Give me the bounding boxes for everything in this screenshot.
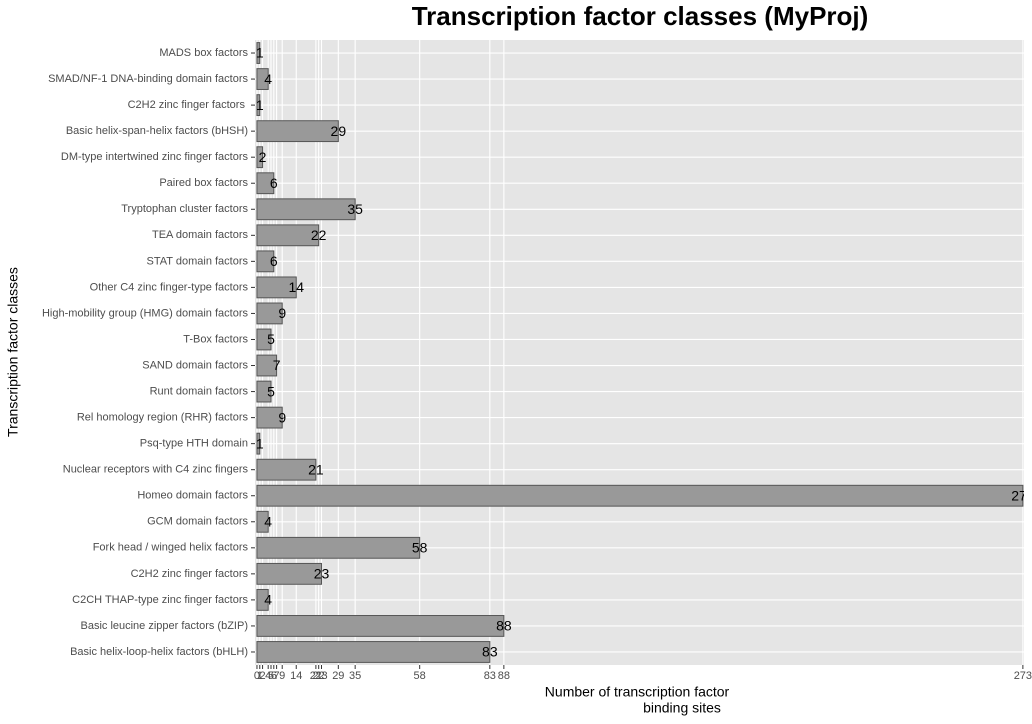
bar	[256, 354, 278, 377]
data-label: 83	[482, 644, 498, 660]
x-tick-label: 9	[279, 670, 285, 682]
bar	[256, 641, 491, 663]
y-tick-label: Nuclear receptors with C4 zinc fingers	[63, 464, 249, 476]
data-label: 1	[256, 435, 264, 451]
y-tick-label: Homeo domain factors	[137, 490, 248, 502]
data-label: 6	[270, 253, 278, 269]
y-tick-label: Basic helix-span-helix factors (bHSH)	[66, 125, 248, 137]
data-label: 29	[331, 123, 347, 139]
bar	[256, 94, 261, 117]
x-tick-label: 22	[313, 670, 325, 682]
x-tick-label: 88	[498, 670, 510, 682]
y-tick-label: Basic helix-loop-helix factors (bHLH)	[70, 646, 248, 658]
x-tick-label: 58	[414, 670, 426, 682]
data-label: 35	[347, 201, 363, 217]
bar	[256, 68, 269, 90]
y-tick-label: SMAD/NF-1 DNA-binding domain factors	[48, 73, 248, 85]
bar	[256, 198, 356, 221]
data-label: 9	[278, 305, 286, 321]
x-tick-label: 273	[1014, 670, 1032, 682]
y-tick-label: Paired box factors	[159, 177, 248, 189]
bar	[256, 302, 283, 325]
bar	[256, 172, 275, 195]
data-label: 4	[264, 513, 272, 529]
y-tick-label: GCM domain factors	[147, 516, 248, 528]
data-label: 9	[278, 409, 286, 425]
y-tick-label: C2CH THAP-type zinc finger factors	[72, 594, 248, 606]
x-tick-label: 29	[332, 670, 344, 682]
data-label: 5	[267, 331, 275, 347]
x-tick-label: 14	[290, 670, 302, 682]
y-axis-title: Transcription factor classes	[5, 267, 21, 437]
x-tick-label: 5	[268, 670, 274, 682]
y-tick-label: Fork head / winged helix factors	[93, 542, 249, 554]
bar	[256, 276, 297, 299]
y-tick-label: T-Box factors	[183, 333, 248, 345]
x-tick-label: 4	[265, 670, 271, 682]
data-label: 23	[314, 566, 330, 582]
bar	[256, 250, 275, 273]
bar	[256, 484, 1024, 507]
y-tick-label: STAT domain factors	[147, 255, 249, 267]
bar	[256, 432, 261, 455]
y-tick-label: C2H2 zinc finger factors	[128, 99, 248, 111]
y-tick-label: Basic leucine zipper factors (bZIP)	[80, 620, 248, 632]
bar	[256, 380, 272, 403]
data-label: 6	[270, 175, 278, 191]
y-tick-label: Other C4 zinc finger-type factors	[90, 281, 249, 293]
bar	[256, 328, 272, 351]
bar	[256, 510, 269, 533]
x-tick-label: 21	[310, 670, 322, 682]
bar	[256, 615, 505, 637]
x-tick-label: 35	[349, 670, 361, 682]
x-tick-label: 0	[254, 670, 260, 682]
data-label: 273	[1011, 487, 1032, 503]
chart-title: Transcription factor classes (MyProj)	[412, 1, 869, 31]
grid	[255, 40, 1024, 665]
x-tick-label: 1	[257, 670, 263, 682]
bar	[256, 458, 317, 481]
data-label: 2	[259, 149, 267, 165]
y-tick-label: SAND domain factors	[142, 359, 248, 371]
bar	[256, 536, 421, 559]
data-label: 1	[256, 45, 264, 61]
panel	[255, 40, 1024, 665]
data-label: 14	[288, 279, 304, 295]
bar	[256, 42, 261, 64]
data-label: 4	[264, 592, 272, 608]
y-tick-label: Tryptophan cluster factors	[121, 203, 248, 215]
data-label: 58	[412, 540, 428, 556]
y-tick-label: Runt domain factors	[150, 385, 249, 397]
data-label: 4	[264, 71, 272, 87]
y-tick-label: Psq-type HTH domain	[140, 438, 248, 450]
x-tick-label: 6	[271, 670, 277, 682]
bar	[256, 146, 264, 169]
bar	[256, 562, 322, 585]
data-label: 22	[311, 227, 327, 243]
bar	[256, 120, 339, 143]
x-tick-label: 83	[484, 670, 496, 682]
data-label: 21	[308, 461, 324, 477]
y-tick-label: TEA domain factors	[152, 229, 248, 241]
x-axis-title: binding sites	[643, 700, 721, 716]
y-tick-label: MADS box factors	[159, 47, 248, 59]
data-label: 7	[273, 357, 281, 373]
y-tick-label: Rel homology region (RHR) factors	[77, 412, 249, 424]
x-axis-title: Number of transcription factor	[545, 684, 730, 700]
y-tick-label: C2H2 zinc finger factors	[131, 568, 249, 580]
data-label: 1	[256, 97, 264, 113]
y-tick-label: DM-type intertwined zinc finger factors	[61, 151, 249, 163]
y-tick-label: High-mobility group (HMG) domain factors	[42, 307, 249, 319]
x-tick-label: 7	[274, 670, 280, 682]
bar	[256, 224, 320, 247]
data-label: 5	[267, 383, 275, 399]
x-tick-label: 23	[315, 670, 327, 682]
bar	[256, 588, 269, 611]
x-tick-label: 2	[260, 670, 266, 682]
bar	[256, 406, 283, 429]
data-label: 88	[496, 618, 512, 634]
